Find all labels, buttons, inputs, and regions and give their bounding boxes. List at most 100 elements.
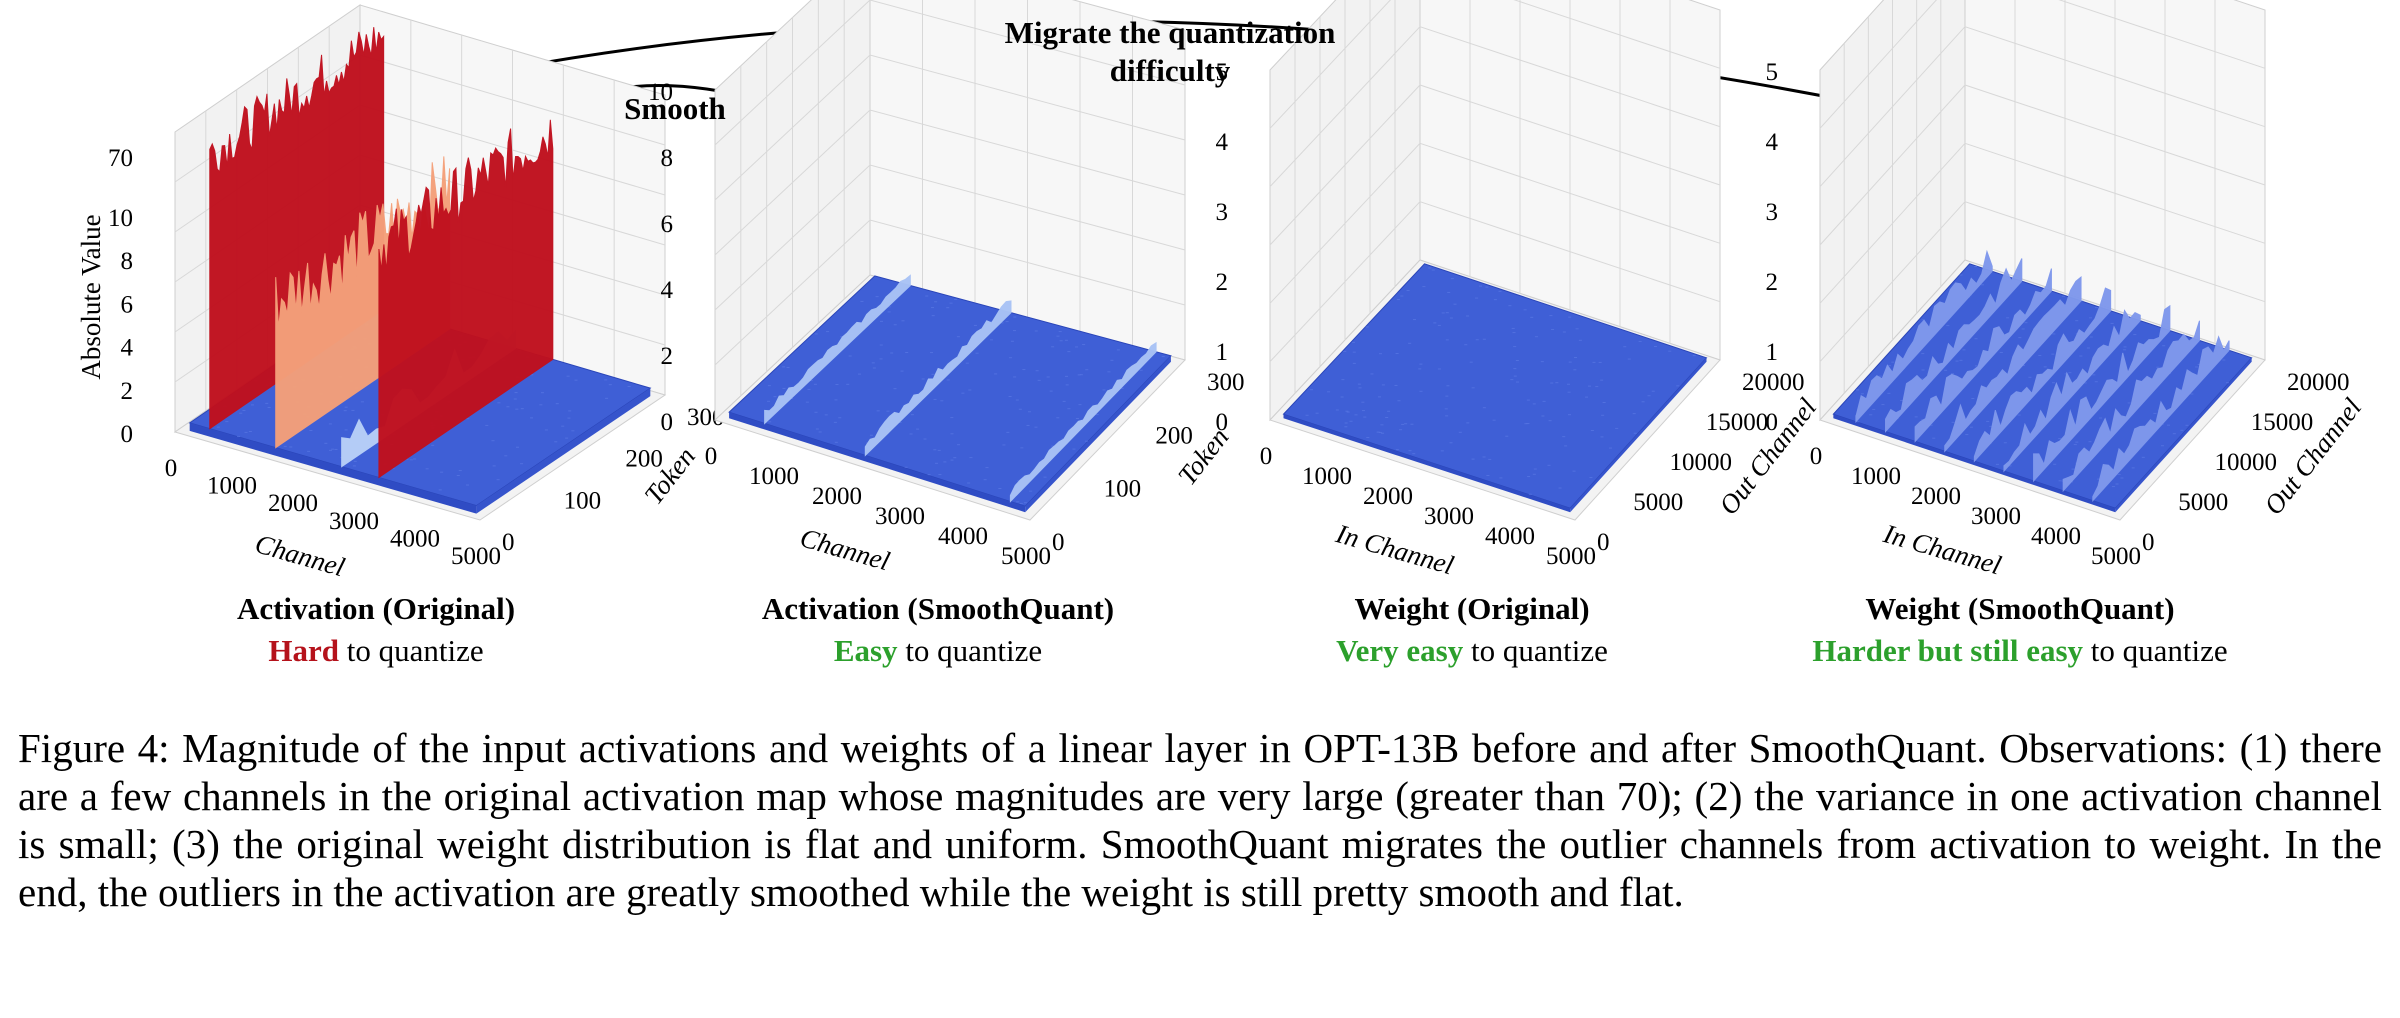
surface-edge (1283, 414, 1571, 513)
y-tick-label: 200 (625, 446, 663, 473)
z-tick-label: 1 (1766, 339, 1779, 366)
z-tick-label: 1 (1216, 339, 1229, 366)
difficulty-label: Harder but still easy (1812, 633, 2084, 668)
weight-spike (1914, 268, 2052, 443)
x-tick-label: 1000 (749, 463, 799, 490)
grid-line (1269, 0, 1721, 129)
panel-title: Activation (Original) (236, 591, 516, 626)
z-tick-label: 5 (1766, 59, 1779, 86)
migrate-label-line1: Migrate the quantization (1004, 15, 1336, 50)
z-tick-label: 4 (1766, 129, 1779, 156)
difficulty-label: Hard (268, 633, 339, 668)
smooth-label: Smooth (624, 91, 726, 126)
panel-caption-3: Weight (Original) Very easy to quantize (1192, 588, 1752, 672)
difficulty-suffix: to quantize (339, 633, 484, 668)
weight-spike (1944, 276, 2082, 453)
channel-stripe (764, 274, 911, 425)
z-tick-label: 8 (661, 145, 674, 172)
z-tick-label: 8 (121, 248, 134, 275)
channel-stripe (1009, 341, 1157, 503)
weight-spike (1855, 249, 1993, 424)
weight-spike (1885, 258, 2023, 433)
weight-spike (2092, 335, 2230, 502)
z-tick-label: 0 (121, 421, 134, 448)
x-tick-label: 4000 (938, 523, 988, 550)
y-tick-label: 15000 (1706, 409, 1769, 436)
x-tick-label: 4000 (2031, 523, 2081, 550)
z-tick-label: 2 (121, 378, 134, 405)
panel-title: Weight (SmoothQuant) (1865, 591, 2175, 626)
surface-edge (729, 412, 1026, 513)
z-tick-label: 0 (1216, 409, 1229, 436)
z-tick-label: 6 (661, 211, 674, 238)
x-tick-label: 0 (1810, 443, 1823, 470)
x-tick-label: 0 (165, 455, 178, 482)
y-tick-label: 5000 (1633, 489, 1683, 516)
x-tick-label: 2000 (1363, 483, 1413, 510)
x-tick-label: 5000 (1546, 543, 1596, 570)
surface-edge (476, 388, 651, 514)
surface-edge (1833, 414, 2116, 513)
difficulty-label: Easy (833, 633, 898, 668)
x-tick-label: 2000 (268, 490, 318, 517)
panel-title: Weight (Original) (1354, 591, 1590, 626)
x-tick-label: 3000 (1424, 503, 1474, 530)
z-tick-label: 4 (661, 277, 674, 304)
surface-edge (189, 422, 477, 514)
panel-caption-1: Activation (Original) Hard to quantize (96, 588, 656, 672)
weight-spike (2003, 309, 2141, 473)
y-tick-label: 20000 (2287, 369, 2350, 396)
x-axis-label: Channel (252, 528, 348, 582)
y-tick-label: 10000 (2215, 449, 2278, 476)
difficulty-suffix: to quantize (2083, 633, 2228, 668)
x-tick-label: 5000 (2091, 543, 2141, 570)
y-tick-label: 300 (1207, 369, 1245, 396)
y-tick-label: 0 (1597, 529, 1610, 556)
difficulty-suffix: to quantize (897, 633, 1043, 668)
figure-caption: Figure 4: Magnitude of the input activat… (18, 725, 2382, 915)
y-tick-label: 100 (564, 487, 602, 514)
outlier-channel (378, 119, 554, 479)
grid-line (1819, 0, 2266, 129)
x-tick-label: 5000 (451, 543, 501, 570)
y-tick-label: 20000 (1742, 369, 1805, 396)
panel-caption-2: Activation (SmoothQuant) Easy to quantiz… (658, 588, 1218, 672)
z-tick-label: 6 (121, 291, 134, 318)
grid-line (714, 54, 1186, 201)
y-tick-label: 0 (1052, 529, 1065, 556)
surface-edge (1025, 355, 1171, 513)
x-tick-label: 1000 (1851, 463, 1901, 490)
figure-4: 0 2 4 6 8 10 70 Absolute Value 0 1000 2000 3000 4000… (76, 0, 2367, 672)
weight-spike (2033, 304, 2171, 483)
z-tick-label: 2 (661, 343, 674, 370)
z-tick-label: 3 (1216, 199, 1229, 226)
z-tick-label: 2 (1766, 269, 1779, 296)
x-tick-label: 5000 (1001, 543, 1051, 570)
x-tick-label: 4000 (390, 525, 440, 552)
z-tick-label: 70 (108, 145, 133, 172)
y-tick-label: 200 (1155, 422, 1193, 449)
z-axis-label: Absolute Value (76, 214, 106, 379)
z-tick-label: 5 (1216, 59, 1229, 86)
z-tick-label: 10 (648, 79, 673, 106)
z-tick-label: 0 (1766, 409, 1779, 436)
y-tick-label: 15000 (2251, 409, 2314, 436)
grid-line (1269, 26, 1721, 188)
x-tick-label: 2000 (812, 483, 862, 510)
z-tick-label: 4 (1216, 129, 1229, 156)
x-tick-label: 4000 (1485, 523, 1535, 550)
grid-line (714, 0, 1186, 146)
migrate-label: Migrate the quantization difficulty (960, 14, 1380, 90)
surface-edge (2115, 357, 2252, 513)
surface-edge (1570, 357, 1707, 513)
channel-stripe (864, 300, 1012, 457)
x-tick-label: 3000 (1971, 503, 2021, 530)
y-tick-label: 5000 (2178, 489, 2228, 516)
z-tick-label: 3 (1766, 199, 1779, 226)
x-tick-label: 1000 (207, 473, 257, 500)
z-tick-label: 2 (1216, 269, 1229, 296)
x-tick-label: 2000 (1911, 483, 1961, 510)
